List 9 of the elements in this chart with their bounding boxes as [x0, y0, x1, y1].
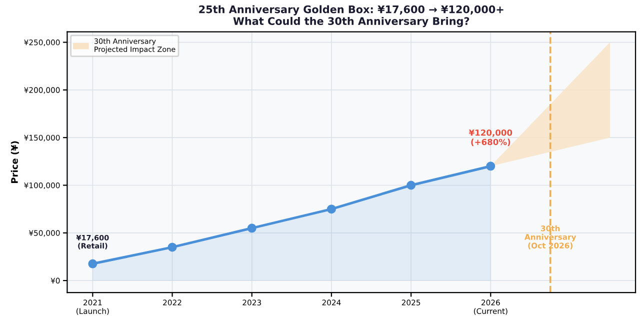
- point: [406, 180, 416, 190]
- y-axis-title: Price (¥): [10, 141, 19, 184]
- point: [486, 162, 496, 171]
- point: [326, 204, 336, 214]
- annotation: ¥120,000 (+680%): [468, 129, 512, 146]
- point: [88, 259, 98, 268]
- point: [168, 242, 177, 252]
- point: [247, 224, 256, 233]
- chart-title: 25th Anniversary Golden Box: ¥17,600 → ¥120,000+ What Could the 30th Anniversary Bring?: [199, 5, 504, 28]
